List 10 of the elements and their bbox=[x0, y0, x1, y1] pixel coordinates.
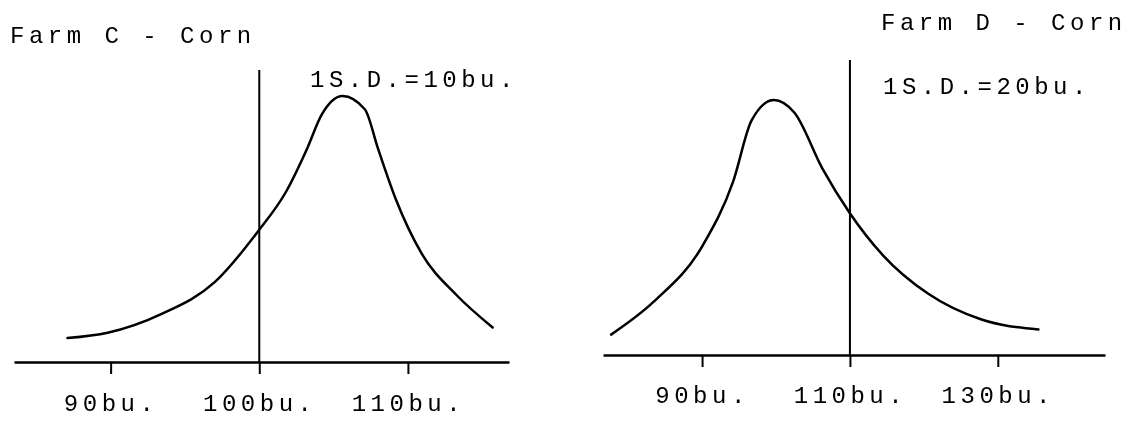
chart-title: Farm D - Corn bbox=[881, 10, 1127, 37]
chart-title: Farm C - Corn bbox=[10, 23, 256, 50]
x-tick-label: 90bu. bbox=[655, 383, 750, 411]
x-tick-label: 110bu. bbox=[793, 383, 908, 411]
x-tick-label: 110bu. bbox=[351, 391, 466, 419]
x-tick-label: 90bu. bbox=[63, 391, 159, 419]
x-tick-label: 130bu. bbox=[941, 383, 1056, 411]
annotation: 1S.D.=20bu. bbox=[883, 74, 1091, 101]
text: 1S.D.=10bu. bbox=[310, 67, 518, 94]
x-tick-label: 100bu. bbox=[203, 391, 317, 419]
